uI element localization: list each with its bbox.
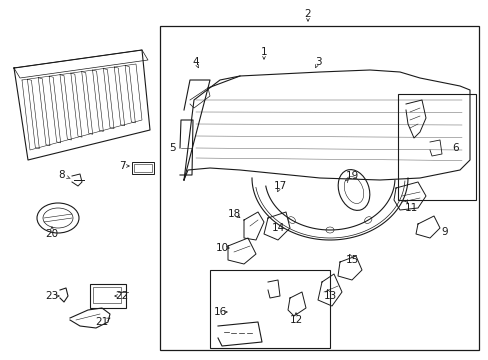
Bar	[90, 284, 126, 308]
Bar	[160, 26, 478, 350]
Text: 16: 16	[213, 307, 226, 317]
Text: 13: 13	[323, 291, 336, 301]
Text: 1: 1	[260, 47, 267, 57]
Text: 5: 5	[169, 143, 176, 153]
Text: 7: 7	[119, 161, 125, 171]
Text: 15: 15	[345, 255, 358, 265]
Text: 19: 19	[345, 171, 358, 181]
Text: 17: 17	[273, 181, 286, 191]
Text: 9: 9	[441, 227, 447, 237]
Text: 14: 14	[271, 223, 284, 233]
Bar	[209, 270, 329, 348]
Bar	[132, 162, 154, 174]
Text: 20: 20	[45, 229, 59, 239]
Text: 3: 3	[314, 57, 321, 67]
Bar	[93, 287, 121, 303]
Text: 22: 22	[115, 291, 128, 301]
Text: 12: 12	[289, 315, 302, 325]
Text: 21: 21	[95, 317, 108, 327]
Text: 8: 8	[59, 170, 65, 180]
Text: 23: 23	[45, 291, 59, 301]
Text: 4: 4	[192, 57, 199, 67]
Bar	[134, 164, 152, 172]
Bar	[397, 94, 475, 200]
Text: 18: 18	[227, 209, 240, 219]
Text: 2: 2	[304, 9, 311, 19]
Text: 6: 6	[452, 143, 458, 153]
Text: 10: 10	[215, 243, 228, 253]
Text: 11: 11	[404, 203, 417, 213]
